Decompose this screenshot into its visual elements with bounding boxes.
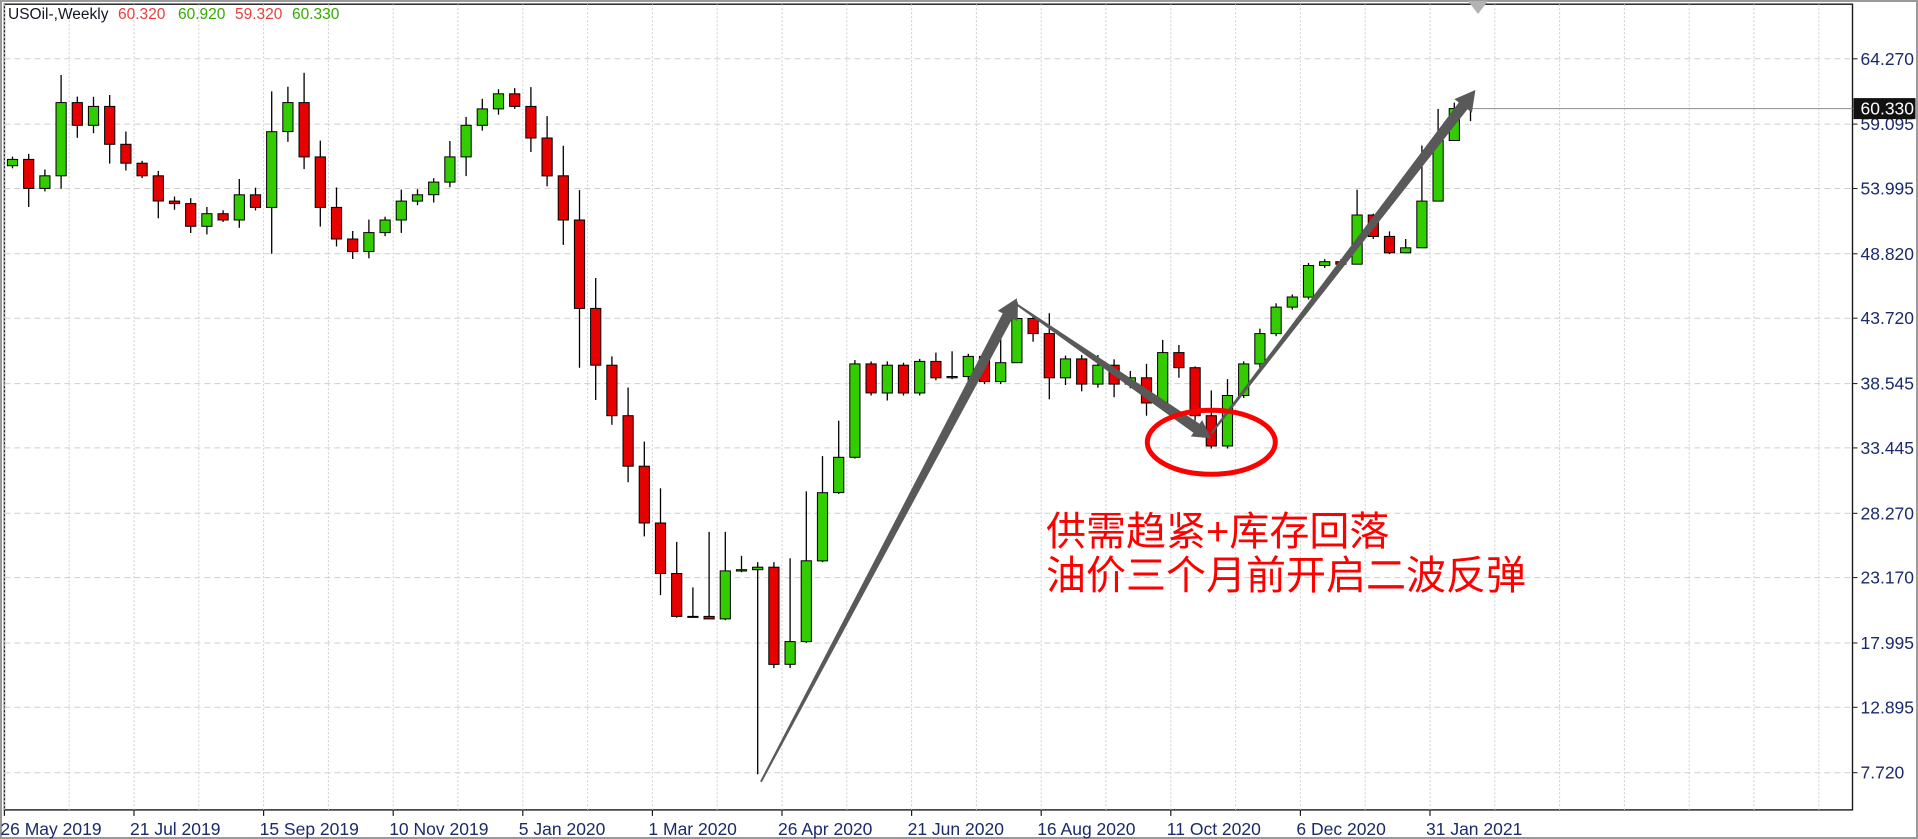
svg-text:6 Dec 2020: 6 Dec 2020: [1296, 819, 1386, 839]
svg-text:60.320: 60.320: [118, 6, 166, 23]
svg-text:10 Nov 2019: 10 Nov 2019: [389, 819, 488, 839]
svg-text:16 Aug 2020: 16 Aug 2020: [1037, 819, 1136, 839]
svg-text:12.895: 12.895: [1861, 697, 1915, 717]
svg-text:油价三个月前开启二波反弹: 油价三个月前开启二波反弹: [1046, 554, 1526, 598]
svg-text:48.820: 48.820: [1861, 244, 1915, 264]
svg-text:60.330: 60.330: [1861, 99, 1915, 119]
svg-text:15 Sep 2019: 15 Sep 2019: [260, 819, 359, 839]
svg-text:7.720: 7.720: [1861, 763, 1905, 783]
svg-text:26 Apr 2020: 26 Apr 2020: [778, 819, 873, 839]
svg-text:53.995: 53.995: [1861, 179, 1915, 199]
svg-text:26 May 2019: 26 May 2019: [0, 819, 101, 839]
svg-text:23.170: 23.170: [1861, 568, 1915, 588]
svg-text:21 Jun 2020: 21 Jun 2020: [908, 819, 1005, 839]
svg-text:60.920: 60.920: [178, 6, 226, 23]
svg-text:31 Jan 2021: 31 Jan 2021: [1426, 819, 1522, 839]
svg-text:17.995: 17.995: [1861, 633, 1915, 653]
svg-text:1 Mar 2020: 1 Mar 2020: [648, 819, 737, 839]
svg-text:USOil-,Weekly: USOil-,Weekly: [8, 6, 109, 23]
svg-text:11 Oct 2020: 11 Oct 2020: [1167, 819, 1261, 839]
svg-text:5 Jan 2020: 5 Jan 2020: [519, 819, 606, 839]
svg-text:60.330: 60.330: [292, 6, 340, 23]
svg-text:供需趋紧+库存回落: 供需趋紧+库存回落: [1046, 510, 1389, 554]
svg-text:33.445: 33.445: [1861, 438, 1915, 458]
svg-text:28.270: 28.270: [1861, 503, 1915, 523]
svg-text:21 Jul 2019: 21 Jul 2019: [130, 819, 221, 839]
svg-text:64.270: 64.270: [1861, 49, 1915, 69]
svg-text:59.320: 59.320: [235, 6, 283, 23]
svg-text:38.545: 38.545: [1861, 374, 1915, 394]
svg-text:43.720: 43.720: [1861, 308, 1915, 328]
